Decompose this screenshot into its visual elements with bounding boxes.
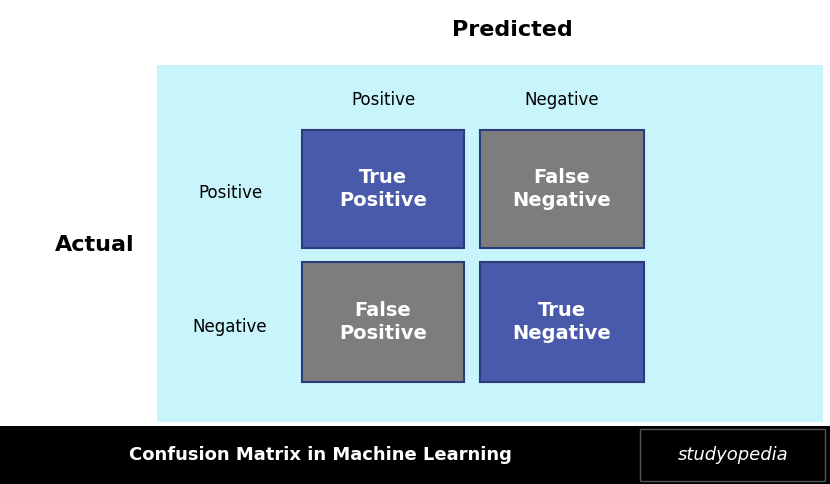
Text: studyopedia: studyopedia: [677, 446, 788, 464]
Text: Actual: Actual: [55, 235, 134, 255]
Bar: [302, 262, 464, 382]
Bar: [480, 262, 644, 382]
Text: Negative: Negative: [193, 318, 267, 336]
Text: Positive: Positive: [198, 184, 262, 202]
Bar: [302, 130, 464, 248]
Bar: [640, 429, 825, 481]
Bar: [0, 426, 830, 484]
Text: Positive: Positive: [351, 91, 415, 109]
Text: False
Negative: False Negative: [513, 168, 612, 210]
Text: False
Positive: False Positive: [339, 301, 427, 343]
Text: True
Positive: True Positive: [339, 168, 427, 210]
Text: Negative: Negative: [525, 91, 599, 109]
Bar: [157, 65, 823, 422]
Bar: [480, 130, 644, 248]
Text: Predicted: Predicted: [452, 20, 573, 40]
Text: Confusion Matrix in Machine Learning: Confusion Matrix in Machine Learning: [129, 446, 511, 464]
Text: True
Negative: True Negative: [513, 301, 612, 343]
